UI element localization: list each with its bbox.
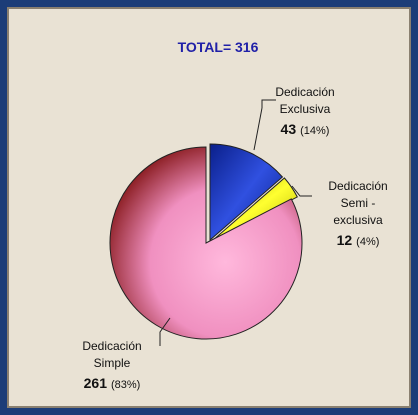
slice-label: Dedicación: [275, 85, 334, 99]
percent: (4%): [356, 236, 379, 248]
slice-label: exclusiva: [333, 213, 383, 227]
slice-label: Dedicación: [328, 179, 387, 193]
percent: (14%): [300, 125, 329, 137]
panel: [7, 7, 411, 408]
pie-slice: [211, 177, 298, 242]
value-label: 261 (83%): [84, 375, 141, 391]
value-label: 12 (4%): [337, 232, 380, 248]
chart-title: TOTAL= 316: [178, 39, 259, 55]
percent: (83%): [111, 379, 140, 391]
pie-slice: [209, 143, 284, 242]
slice-label: Semi -: [341, 196, 376, 210]
slice-label: Simple: [94, 356, 131, 370]
value: 12: [337, 232, 353, 248]
slice-label: Dedicación: [82, 339, 141, 353]
value: 261: [84, 375, 108, 391]
leader-line: [291, 185, 312, 197]
leader-line: [253, 99, 276, 151]
value-label: 43 (14%): [281, 121, 330, 137]
pie-slice: [109, 146, 303, 340]
slice-label: Exclusiva: [280, 102, 331, 116]
leader-line: [159, 317, 171, 346]
value: 43: [281, 121, 297, 137]
